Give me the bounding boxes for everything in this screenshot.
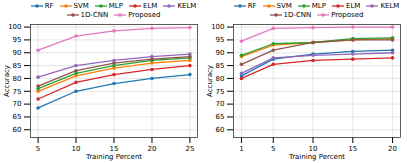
html-text:SVM: SVM xyxy=(73,1,89,10)
svg-text:70: 70 xyxy=(13,100,22,108)
svg-text:1: 1 xyxy=(239,145,243,153)
svg-text:80: 80 xyxy=(13,75,22,83)
svg-text:95: 95 xyxy=(13,36,22,44)
svg-text:20: 20 xyxy=(388,145,397,153)
svg-text:85: 85 xyxy=(216,62,225,70)
svg-text:100: 100 xyxy=(8,23,21,31)
html-text:1D-CNN: 1D-CNN xyxy=(283,10,312,19)
svg-text:Training Percent: Training Percent xyxy=(85,153,142,161)
svg-text:100: 100 xyxy=(211,23,224,31)
svg-text:80: 80 xyxy=(216,75,225,83)
svg-text:5: 5 xyxy=(36,145,40,153)
svg-text:95: 95 xyxy=(216,36,225,44)
html-text:SVM: SVM xyxy=(276,1,292,10)
svg-text:25: 25 xyxy=(185,145,194,153)
html-text:MLP: MLP xyxy=(311,1,326,10)
html-text:KELM: KELM xyxy=(380,1,400,10)
svg-text:15: 15 xyxy=(109,145,119,154)
html-text:RF: RF xyxy=(44,1,54,10)
svg-text:5: 5 xyxy=(271,145,275,153)
html-text:Proposed: Proposed xyxy=(128,10,161,19)
svg-text:60: 60 xyxy=(13,126,22,134)
svg-text:90: 90 xyxy=(13,49,22,57)
svg-text:65: 65 xyxy=(13,113,22,121)
svg-text:70: 70 xyxy=(216,100,225,108)
svg-text:10: 10 xyxy=(308,145,318,154)
html-text:MLP: MLP xyxy=(108,1,123,10)
svg-text:60: 60 xyxy=(216,126,225,134)
svg-text:10: 10 xyxy=(72,145,81,153)
svg-text:65: 65 xyxy=(216,113,225,121)
html-text:RF: RF xyxy=(247,1,257,10)
html-text:1D-CNN: 1D-CNN xyxy=(80,10,109,19)
svg-text:15: 15 xyxy=(348,145,357,153)
html-text:ELM: ELM xyxy=(346,1,361,10)
svg-text:90: 90 xyxy=(216,49,225,57)
html-text:ELM: ELM xyxy=(143,1,158,10)
svg-text:20: 20 xyxy=(147,145,156,153)
html-text:Proposed: Proposed xyxy=(331,10,364,19)
svg-text:75: 75 xyxy=(216,88,225,96)
svg-text:85: 85 xyxy=(13,62,22,70)
svg-text:Training Percent: Training Percent xyxy=(288,153,345,161)
svg-text:Accuracy: Accuracy xyxy=(3,65,11,97)
svg-text:75: 75 xyxy=(13,88,22,96)
html-text:KELM: KELM xyxy=(177,1,197,10)
svg-text:Accuracy: Accuracy xyxy=(206,65,214,97)
